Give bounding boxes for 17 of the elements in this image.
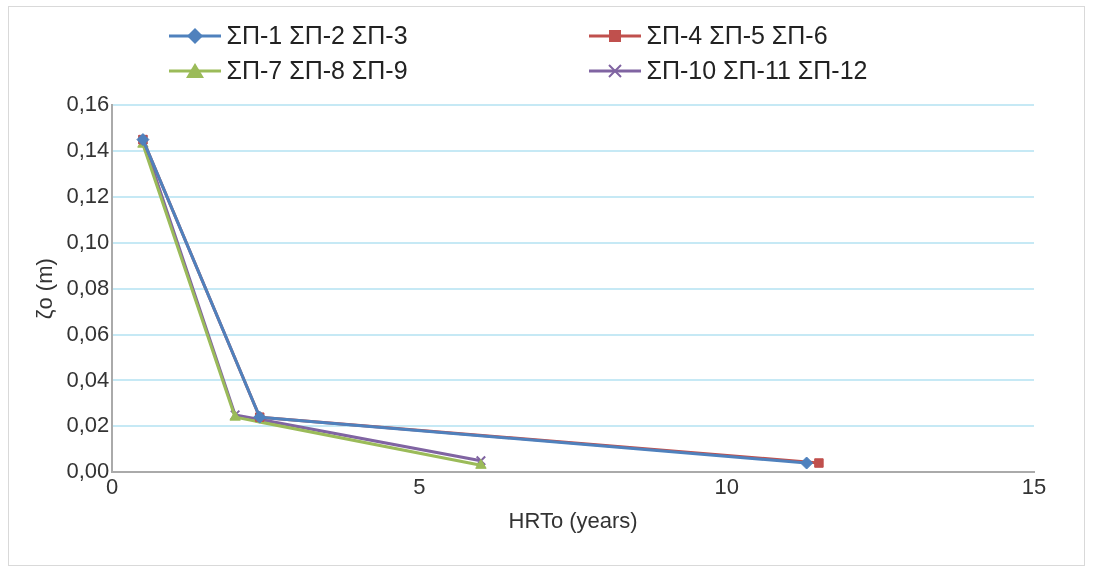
x-tick-label: 10 [714, 474, 739, 500]
y-tick-label: 0,12 [66, 183, 110, 209]
legend-label: ΣΠ-1 ΣΠ-2 ΣΠ-3 [226, 21, 408, 50]
y-tick-label: 0,02 [66, 412, 110, 438]
legend-label: ΣΠ-4 ΣΠ-5 ΣΠ-6 [646, 21, 828, 50]
y-tick-label: 0,16 [66, 91, 110, 117]
x-tick-label: 15 [1021, 474, 1047, 500]
legend-label: ΣΠ-10 ΣΠ-11 ΣΠ-12 [646, 56, 868, 85]
y-tick-label: 0,14 [66, 137, 110, 163]
y-tick-label: 0,06 [66, 320, 110, 346]
x-tick-label: 5 [413, 474, 426, 500]
y-tick-label: 0,08 [66, 274, 110, 300]
y-tick-label: 0,04 [66, 366, 110, 392]
y-axis-title: ζo (m) [32, 258, 58, 320]
y-tick-label: 0,10 [66, 228, 110, 254]
legend-label: ΣΠ-7 ΣΠ-8 ΣΠ-9 [226, 56, 408, 85]
x-axis-title: HRTo (years) [508, 507, 638, 533]
